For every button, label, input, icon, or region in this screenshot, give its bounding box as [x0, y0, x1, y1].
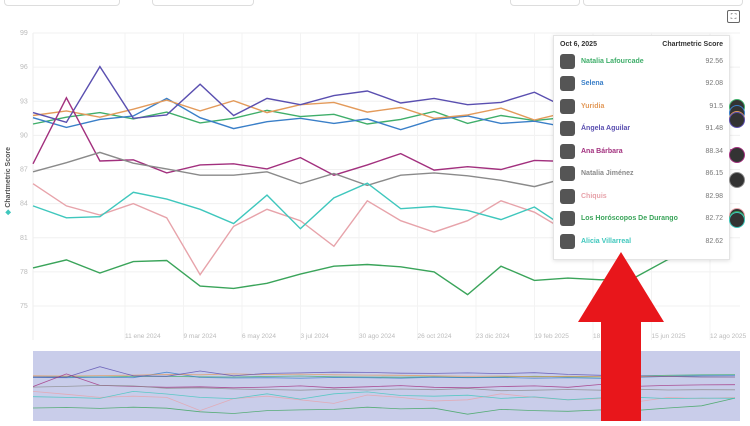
- artist-score: 82.98: [705, 192, 723, 200]
- navigator-series-line: [32, 397, 736, 415]
- x-tick-label: 19 feb 2025: [535, 333, 570, 340]
- tooltip-row: Natalia Jiménez 86.15: [554, 163, 729, 186]
- y-tick-label: 87: [20, 167, 28, 174]
- artist-name: Natalia Jiménez: [581, 170, 634, 178]
- artist-name: Ana Bárbara: [581, 147, 623, 155]
- x-tick-label: 3 jul 2024: [301, 333, 330, 340]
- artist-avatar: [560, 98, 575, 114]
- artist-score: 91.5: [709, 102, 723, 110]
- tooltip-row: Selena 92.08: [554, 73, 729, 96]
- y-tick-label: 90: [20, 132, 28, 139]
- y-axis-title: ◆ Chartmetric Score: [5, 146, 12, 215]
- artist-score: 86.15: [705, 170, 723, 178]
- x-tick-label: 12 ago 2025: [710, 333, 747, 340]
- range-navigator[interactable]: [32, 351, 740, 421]
- x-tick-label: 26 oct 2024: [418, 333, 452, 340]
- tooltip-date: Oct 6, 2025: [560, 41, 597, 48]
- navigator-lines: [32, 366, 736, 415]
- artist-avatar: [560, 53, 575, 69]
- artist-score: 91.48: [705, 125, 723, 133]
- artist-avatar: [560, 188, 575, 204]
- artist-name: Natalia Lafourcade: [581, 57, 644, 65]
- artist-avatar: [560, 76, 575, 92]
- x-tick-label: 18 abr 2025: [593, 333, 628, 340]
- artist-avatar: [560, 143, 575, 159]
- artist-name: Chiquis: [581, 192, 607, 200]
- tooltip-row: Chiquis 82.98: [554, 185, 729, 208]
- tooltip-row: Alicia Villarreal 82.62: [554, 230, 729, 253]
- x-tick-label: 6 may 2024: [242, 333, 276, 340]
- tooltip-row: Los Horóscopos De Durango 82.72: [554, 208, 729, 231]
- artist-avatar: [560, 166, 575, 182]
- navigator-series-line: [32, 366, 735, 378]
- artist-name: Selena: [581, 80, 604, 88]
- artist-score: 92.08: [705, 80, 723, 88]
- tooltip-row: Yuridia 91.5: [554, 95, 729, 118]
- x-tick-label: 23 dic 2024: [476, 333, 510, 340]
- artist-avatar-marker[interactable]: [729, 172, 745, 189]
- filter-dropdown-1[interactable]: [4, 0, 120, 6]
- artist-name: Ángela Aguilar: [581, 125, 631, 133]
- y-tick-label: 93: [20, 98, 28, 105]
- artist-score: 82.72: [705, 215, 723, 223]
- y-axis-title-text: Chartmetric Score: [5, 146, 12, 208]
- navigator-series-line: [32, 390, 736, 401]
- x-tick-label: 15 jun 2025: [652, 333, 686, 340]
- tooltip-header: Chartmetric Score: [662, 41, 723, 48]
- artist-name: Alicia Villarreal: [581, 237, 632, 245]
- artist-score: 82.62: [705, 237, 723, 245]
- artist-avatar: [560, 211, 575, 227]
- artist-avatar-marker[interactable]: [729, 111, 745, 128]
- chart-tooltip: Oct 6, 2025 Chartmetric Score Natalia Laf…: [553, 35, 730, 260]
- artist-name: Los Horóscopos De Durango: [581, 215, 678, 223]
- x-tick-label: 9 mar 2024: [184, 333, 217, 340]
- y-tick-label: 81: [20, 235, 28, 242]
- y-tick-label: 75: [20, 303, 28, 310]
- expand-icon[interactable]: ⛶: [727, 10, 740, 23]
- artist-avatar: [560, 233, 575, 249]
- x-tick-label: 11 ene 2024: [125, 333, 161, 340]
- artist-avatar-marker[interactable]: [729, 147, 745, 164]
- y-tick-label: 99: [20, 30, 28, 37]
- y-tick-label: 96: [20, 64, 28, 71]
- y-tick-label: 78: [20, 269, 28, 276]
- artist-score: 88.34: [705, 147, 723, 155]
- range-button[interactable]: [510, 0, 580, 6]
- filter-dropdown-2[interactable]: [152, 0, 254, 6]
- date-range-dropdown[interactable]: [583, 0, 743, 6]
- artist-avatar: [560, 121, 575, 137]
- x-tick-label: 30 ago 2024: [359, 333, 396, 340]
- artist-avatar-marker[interactable]: [729, 212, 745, 229]
- artist-name: Yuridia: [581, 102, 605, 110]
- tooltip-row: Ángela Aguilar 91.48: [554, 118, 729, 141]
- artist-score: 92.56: [705, 57, 723, 65]
- tooltip-row: Ana Bárbara 88.34: [554, 140, 729, 163]
- y-tick-label: 84: [20, 201, 28, 208]
- tooltip-row: Natalia Lafourcade 92.56: [554, 50, 729, 73]
